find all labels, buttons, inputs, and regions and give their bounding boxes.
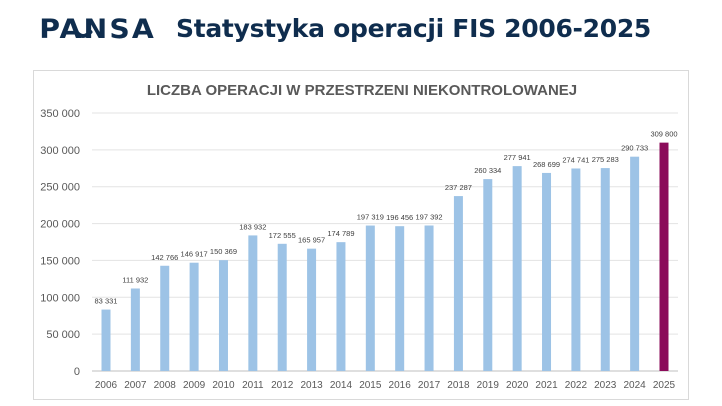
bar-2006 [101, 309, 111, 371]
y-tick-label: 300 000 [40, 145, 80, 157]
y-tick-label: 250 000 [40, 182, 80, 194]
data-label: 196 456 [386, 213, 413, 222]
pansa-logo-mark [74, 30, 93, 38]
x-tick-label: 2025 [653, 380, 676, 391]
data-label: 274 741 [562, 155, 589, 164]
data-label: 275 283 [592, 155, 619, 164]
bar-2022 [571, 168, 581, 371]
data-label: 146 917 [181, 250, 208, 259]
data-label: 174 789 [327, 229, 354, 238]
x-tick-label: 2021 [535, 380, 558, 391]
bar-2016 [395, 226, 405, 371]
x-tick-label: 2008 [154, 380, 177, 391]
data-label: 237 287 [445, 183, 472, 192]
x-tick-label: 2013 [300, 380, 323, 391]
x-tick-label: 2014 [330, 380, 353, 391]
bar-2008 [160, 265, 170, 371]
x-tick-label: 2023 [594, 380, 617, 391]
data-label: 83 331 [95, 297, 118, 306]
bar-2012 [277, 243, 287, 371]
bar-2021 [542, 172, 552, 371]
x-tick-label: 2022 [565, 380, 588, 391]
y-tick-label: 150 000 [40, 255, 80, 267]
x-tick-label: 2006 [95, 380, 118, 391]
x-tick-label: 2012 [271, 380, 294, 391]
x-tick-label: 2017 [418, 380, 441, 391]
x-tick-label: 2009 [183, 380, 206, 391]
x-tick-label: 2015 [359, 380, 382, 391]
y-tick-label: 100 000 [40, 292, 80, 304]
x-tick-label: 2010 [212, 380, 235, 391]
bar-2018 [453, 196, 463, 371]
bar-2024 [630, 156, 640, 371]
data-label: 142 766 [151, 253, 178, 262]
y-tick-label: 350 000 [40, 108, 80, 120]
x-tick-label: 2024 [624, 380, 647, 391]
bar-2007 [130, 288, 140, 371]
bar-2025 [659, 142, 669, 371]
x-tick-label: 2019 [477, 380, 500, 391]
bar-2014 [336, 242, 346, 371]
x-tick-label: 2011 [242, 380, 264, 391]
data-label: 172 555 [269, 231, 296, 240]
bar-2015 [365, 225, 375, 371]
data-label: 260 334 [474, 166, 501, 175]
data-label: 268 699 [533, 160, 560, 169]
data-label: 197 392 [415, 212, 442, 221]
data-label: 197 319 [357, 213, 384, 222]
y-tick-label: 50 000 [46, 329, 80, 341]
data-label: 309 800 [650, 130, 677, 139]
x-tick-label: 2018 [447, 380, 470, 391]
data-label: 277 941 [504, 153, 531, 162]
bar-2011 [248, 235, 258, 371]
page-title: Statystyka operacji FIS 2006-2025 [176, 14, 652, 43]
y-tick-label: 200 000 [40, 219, 80, 231]
y-tick-label: 0 [74, 366, 80, 378]
x-tick-label: 2007 [124, 380, 147, 391]
bar-2023 [600, 168, 610, 371]
data-label: 290 733 [621, 144, 648, 153]
pansa-logo: PANSA [39, 14, 156, 45]
bar-2010 [218, 260, 228, 371]
bar-2020 [512, 166, 522, 371]
bar-2019 [483, 179, 493, 371]
chart-title: LICZBA OPERACJI W PRZESTRZENI NIEKONTROL… [147, 82, 577, 99]
bar-2017 [424, 225, 434, 371]
data-label: 183 932 [239, 222, 266, 231]
chart-frame [33, 70, 689, 400]
bar-2013 [307, 248, 317, 371]
data-label: 165 957 [298, 236, 325, 245]
x-tick-label: 2020 [506, 380, 529, 391]
data-label: 111 932 [122, 275, 148, 284]
bar-2009 [189, 262, 199, 371]
data-label: 150 369 [210, 247, 237, 256]
x-tick-label: 2016 [389, 380, 412, 391]
